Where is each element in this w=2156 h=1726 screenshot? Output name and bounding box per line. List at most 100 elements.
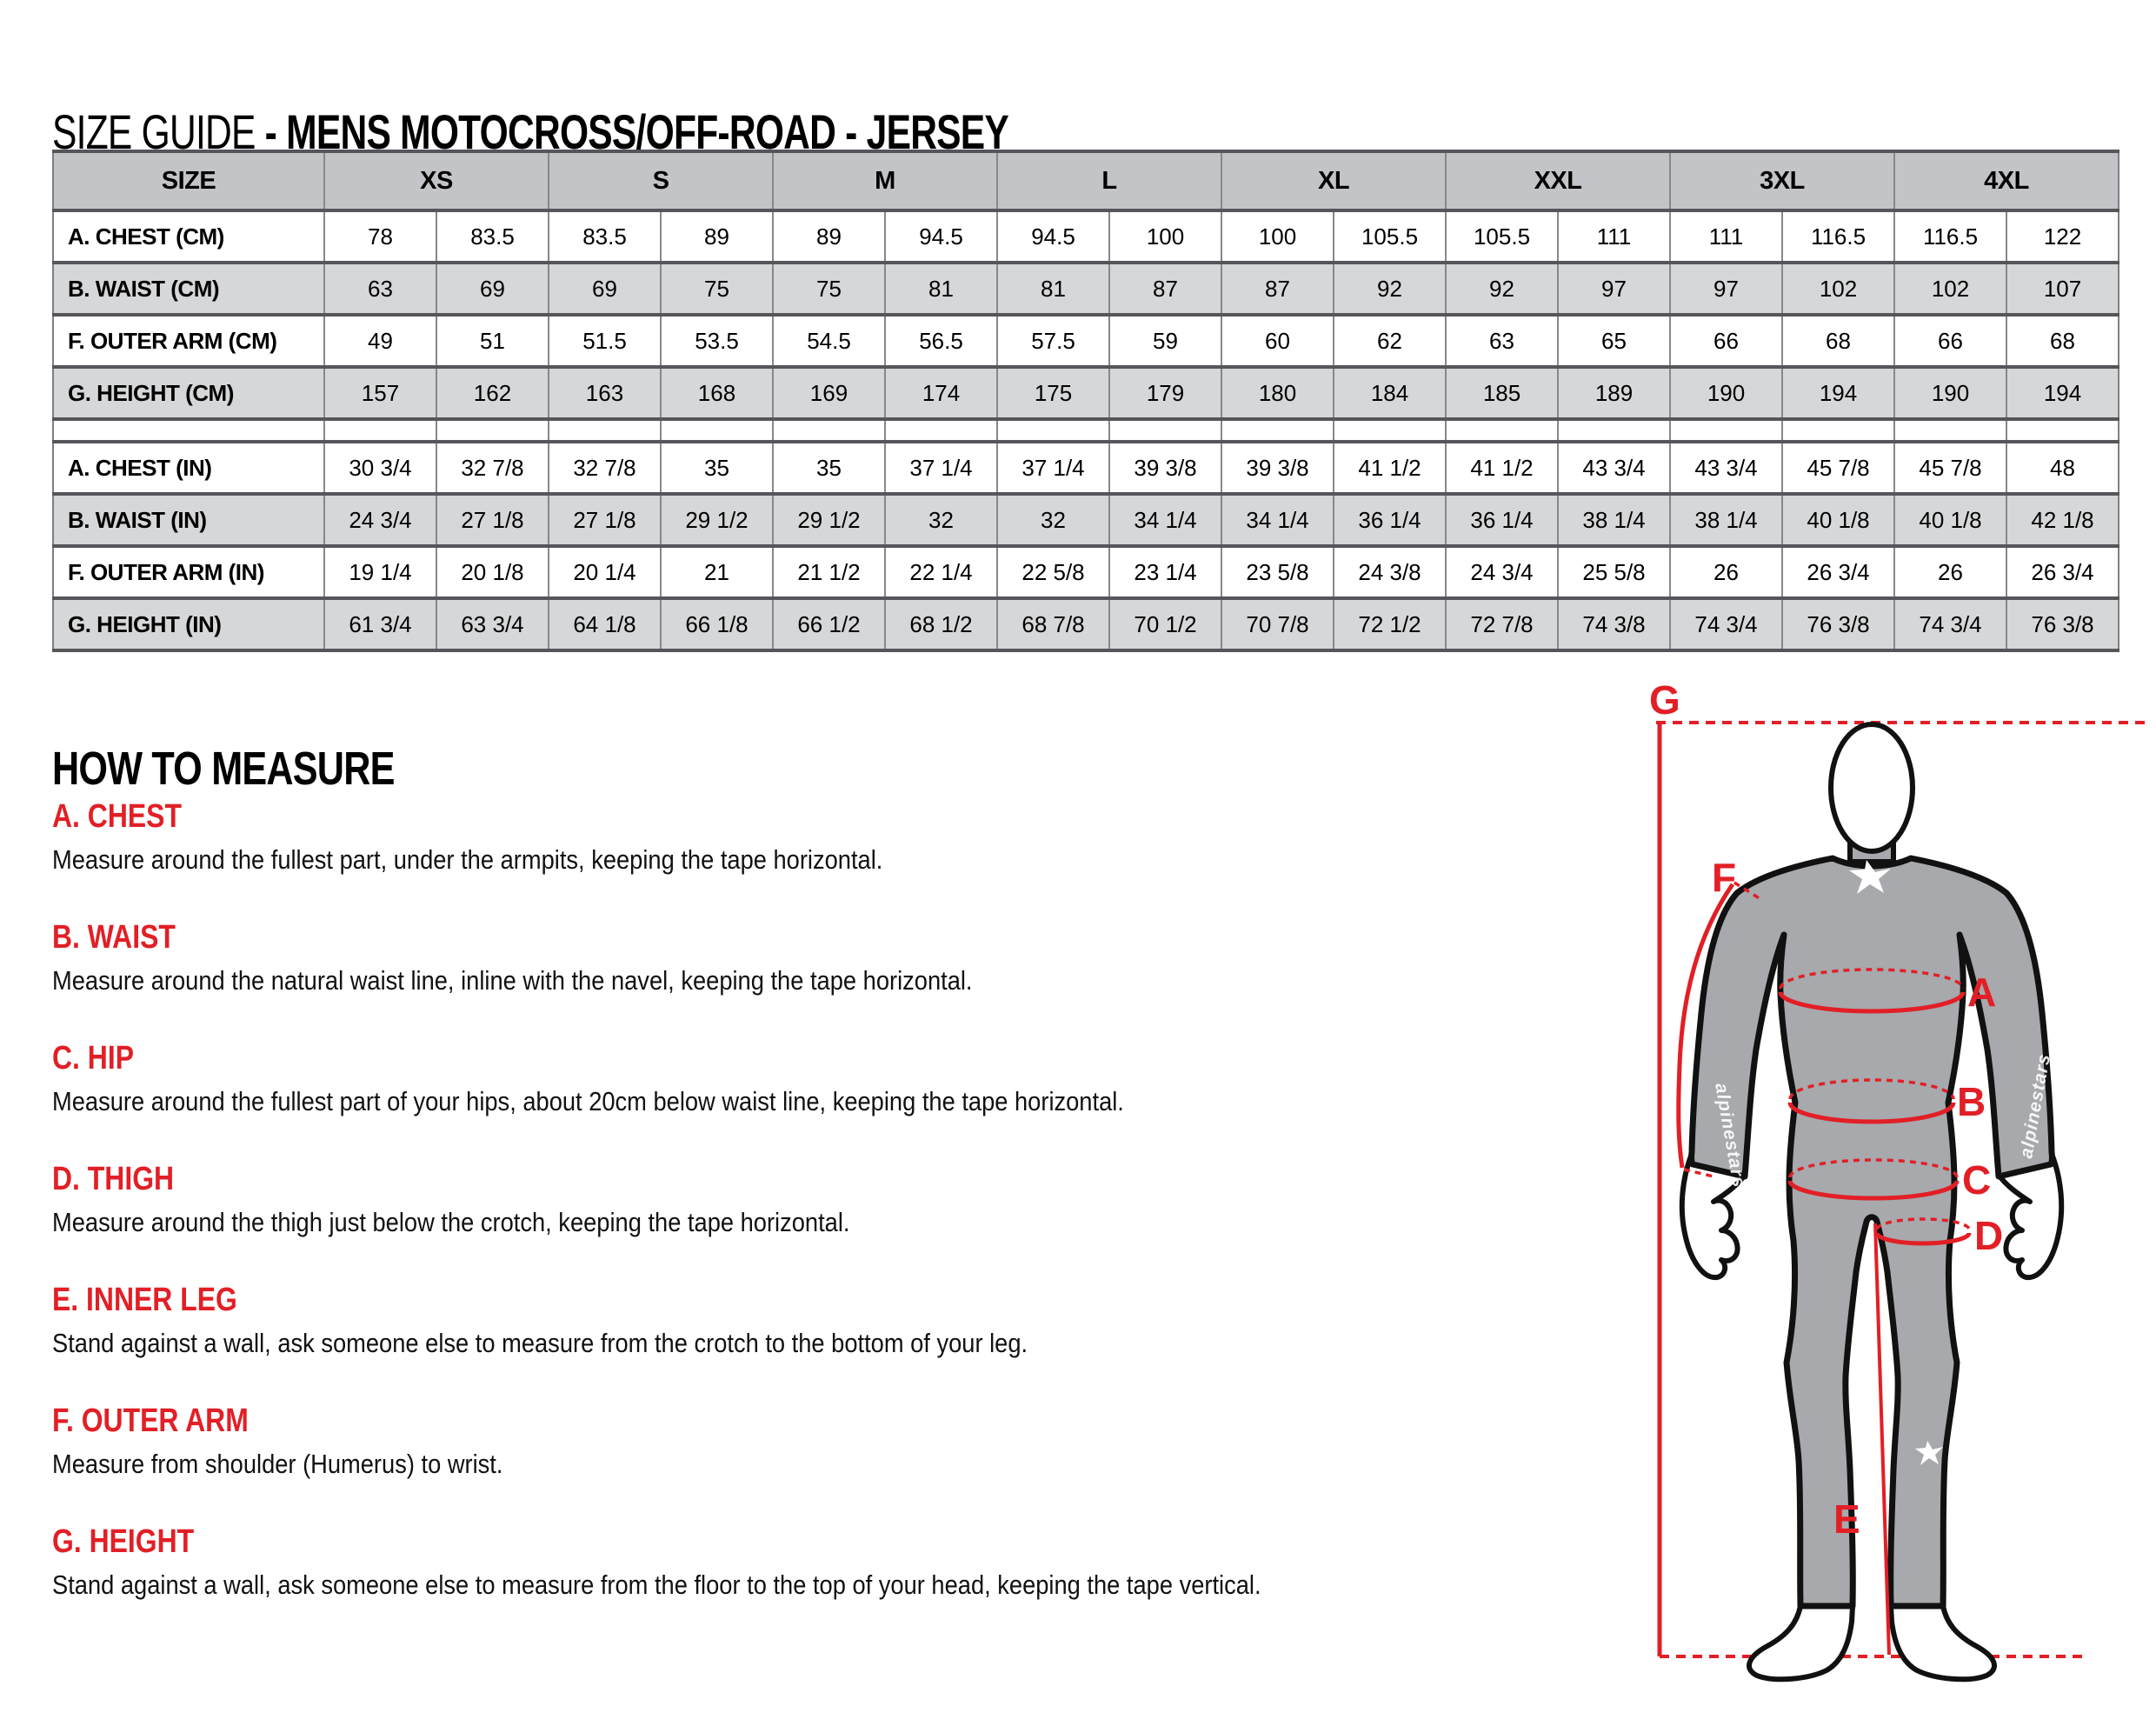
size-value-cell: 75 (660, 263, 773, 315)
size-value-cell: 163 (548, 367, 661, 419)
size-value-cell: 76 3/8 (1781, 598, 1895, 650)
row-label: A. CHEST (IN) (68, 454, 212, 481)
row-label: B. WAIST (CM) (68, 275, 220, 302)
size-value-cell: 102 (1781, 263, 1895, 315)
size-header-4xl: 4XL (1893, 151, 2119, 210)
table-row: F. OUTER ARM (CM) 49 51 51.5 53.5 54.5 56.5 57.… (53, 315, 2119, 367)
left-foot (1747, 1603, 1855, 1683)
size-value-cell: 23 1/4 (1108, 546, 1222, 598)
table-row: F. OUTER ARM (IN) 19 1/4 20 1/8 20 1/4 21 21 … (53, 546, 2119, 598)
size-value-cell: 24 3/4 (323, 494, 436, 546)
size-value-cell: 32 (883, 494, 998, 546)
row-label: G. HEIGHT (CM) (68, 379, 234, 406)
divider-cell (1221, 419, 1334, 442)
table-row: A. CHEST (CM) 78 83.5 83.5 89 89 94.5 94.5 100 10… (53, 210, 2119, 263)
head (1828, 722, 1915, 854)
measure-section-text: Stand against a wall, ask someone else t… (52, 1569, 1261, 1600)
size-value-cell: 51 (436, 315, 549, 367)
size-value-cell: 36 1/4 (1445, 494, 1559, 546)
size-value-cell: 21 1/2 (772, 546, 885, 598)
size-value-cell: 68 1/2 (883, 598, 998, 650)
size-value-cell: 74 3/4 (1893, 598, 2007, 650)
divider-cell (660, 419, 773, 442)
how-to-measure-heading: HOW TO MEASURE (52, 742, 395, 795)
label-chest-a: A (1967, 970, 1996, 1015)
table-row: A. CHEST (IN) 30 3/4 32 7/8 32 7/8 35 35 37 1/… (53, 442, 2119, 494)
size-value-cell: 36 1/4 (1333, 494, 1447, 546)
size-value-cell: 107 (2006, 263, 2119, 315)
size-value-cell: 179 (1108, 367, 1222, 419)
outer-arm-bottom-tick (1683, 1168, 1714, 1178)
size-value-cell: 75 (772, 263, 885, 315)
measure-section-text: Measure around the natural waist line, i… (52, 965, 973, 996)
size-value-cell: 72 1/2 (1333, 598, 1447, 650)
size-value-cell: 27 1/8 (436, 494, 549, 546)
size-value-cell: 63 (1445, 315, 1559, 367)
unit-divider-row (53, 419, 2119, 442)
size-value-cell: 45 7/8 (1893, 442, 2007, 494)
waist-ellipse-front (1787, 1102, 1956, 1124)
size-value-cell: 105.5 (1333, 210, 1447, 263)
size-value-cell: 29 1/2 (772, 494, 885, 546)
size-value-cell: 89 (772, 210, 885, 263)
size-value-cell: 74 3/8 (1557, 598, 1671, 650)
size-value-cell: 97 (1557, 263, 1671, 315)
divider-cell (772, 419, 885, 442)
size-header-xs: XS (323, 151, 549, 210)
measure-section-heading: G. HEIGHT (52, 1523, 195, 1560)
size-value-cell: 116.5 (1893, 210, 2007, 263)
size-value-cell: 41 1/2 (1333, 442, 1447, 494)
size-value-cell: 60 (1221, 315, 1334, 367)
size-value-cell: 24 3/8 (1333, 546, 1447, 598)
size-value-cell: 180 (1221, 367, 1334, 419)
size-value-cell: 37 1/4 (883, 442, 998, 494)
size-value-cell: 70 1/2 (1108, 598, 1222, 650)
size-value-cell: 21 (660, 546, 773, 598)
table-row: G. HEIGHT (CM) 157 162 163 168 169 174 175 179 18… (53, 367, 2119, 419)
page-title-prefix: SIZE GUIDE (52, 103, 256, 159)
size-value-cell: 94.5 (883, 210, 998, 263)
row-label: B. WAIST (IN) (68, 506, 207, 533)
size-value-cell: 69 (548, 263, 661, 315)
size-value-cell: 34 1/4 (1221, 494, 1334, 546)
size-value-cell: 87 (1108, 263, 1222, 315)
measure-section-text: Stand against a wall, ask someone else t… (52, 1328, 1028, 1358)
size-value-cell: 23 5/8 (1221, 546, 1334, 598)
divider-cell (1669, 419, 1783, 442)
size-value-cell: 92 (1445, 263, 1559, 315)
outer-arm-curve (1676, 883, 1735, 1169)
size-value-cell: 35 (772, 442, 885, 494)
size-value-cell: 66 (1669, 315, 1783, 367)
size-value-cell: 94.5 (996, 210, 1110, 263)
size-value-cell: 26 3/4 (2006, 546, 2119, 598)
size-value-cell: 122 (2006, 210, 2119, 263)
size-value-cell: 194 (1781, 367, 1895, 419)
size-value-cell: 81 (996, 263, 1110, 315)
size-value-cell: 92 (1333, 263, 1447, 315)
size-value-cell: 168 (660, 367, 773, 419)
size-column-header: SIZE (161, 166, 216, 195)
measure-section-text: Measure around the fullest part of your … (52, 1086, 1124, 1116)
size-value-cell: 185 (1445, 367, 1559, 419)
size-value-cell: 66 1/8 (660, 598, 773, 650)
label-height-g: G (1649, 683, 1680, 723)
left-hand (1679, 1151, 1747, 1281)
divider-cell (883, 419, 998, 442)
page-title-product: - MENS MOTOCROSS/OFF-ROAD - JERSEY (264, 103, 1009, 159)
measure-section-text: Measure from shoulder (Humerus) to wrist… (52, 1449, 503, 1479)
right-foot (1888, 1603, 1997, 1683)
label-hip-c: C (1962, 1157, 1991, 1203)
size-value-cell: 32 7/8 (436, 442, 549, 494)
hip-ellipse-front (1787, 1180, 1960, 1201)
measure-section: E. INNER LEG Stand against a wall, ask so… (52, 1283, 1617, 1404)
size-value-cell: 25 5/8 (1557, 546, 1671, 598)
size-value-cell: 62 (1333, 315, 1447, 367)
mannequin-figure: alpinestars alpinestars (1679, 722, 2065, 1683)
measure-section: G. HEIGHT Stand against a wall, ask someo… (52, 1525, 1617, 1646)
page-title: SIZE GUIDE - MENS MOTOCROSS/OFF-ROAD - J… (52, 107, 1009, 157)
size-value-cell: 35 (660, 442, 773, 494)
size-value-cell: 111 (1557, 210, 1671, 263)
divider-cell (323, 419, 436, 442)
size-value-cell: 30 3/4 (323, 442, 436, 494)
size-value-cell: 64 1/8 (548, 598, 661, 650)
